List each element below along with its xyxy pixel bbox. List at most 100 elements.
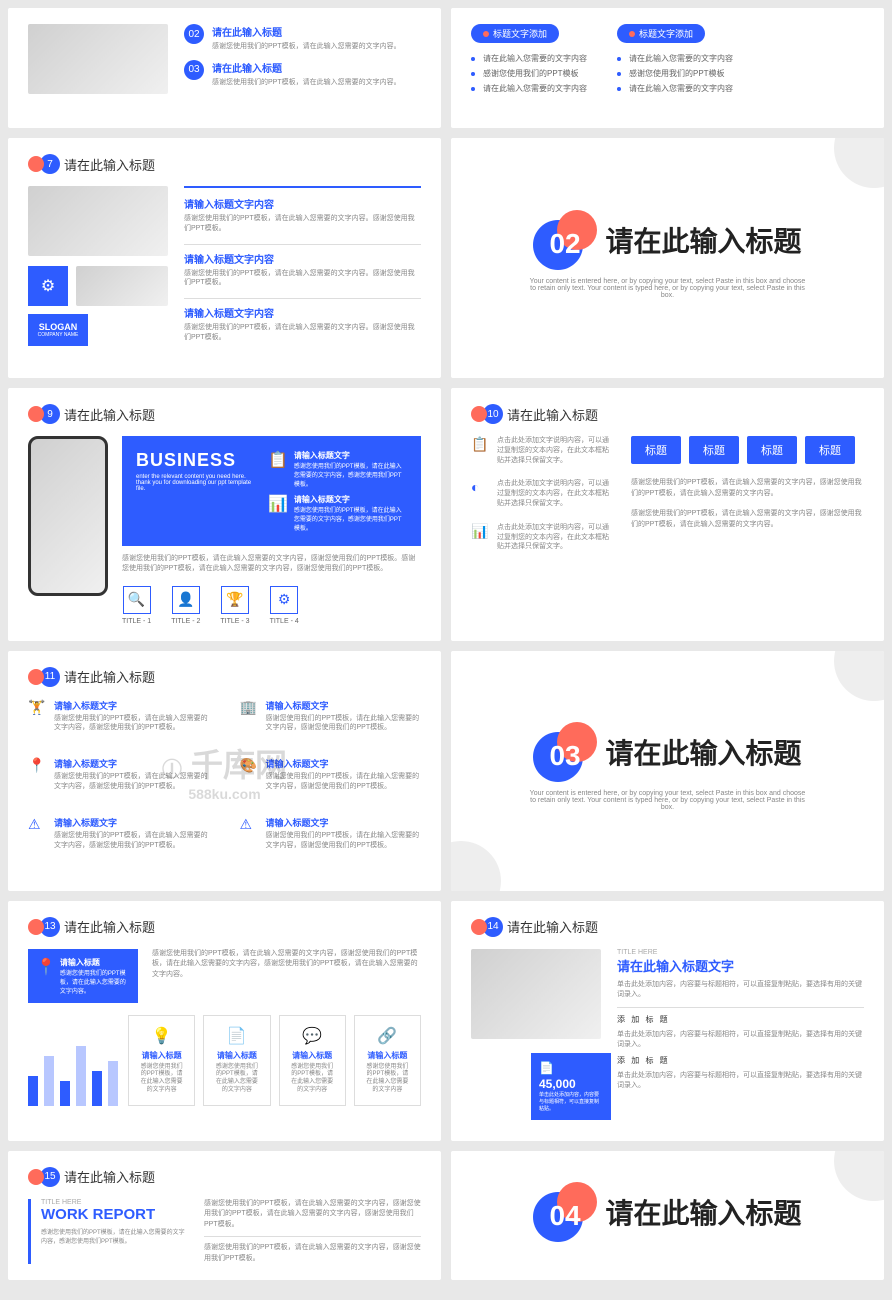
gym-icon: 🏋: [28, 699, 46, 717]
item-title: 请在此输入标题: [212, 24, 401, 39]
tag-button[interactable]: 标题: [805, 436, 855, 464]
item-text: 感谢您使用我们的PPT模板，请在此输入您需要的文字内容。: [212, 42, 401, 52]
slide-2: 标题文字添加 请在此输入您需要的文字内容感谢您使用我们的PPT模板请在此输入您需…: [451, 8, 884, 128]
highlight-box: 📍请输入标题感谢您使用我们的PPT模板，请在此输入您需要的文字内容。: [28, 949, 138, 1003]
work-report: WORK REPORT: [41, 1206, 188, 1223]
doc-icon: 📄: [214, 1026, 259, 1046]
tag-button[interactable]: 标题: [631, 436, 681, 464]
chat-icon: 💬: [290, 1026, 335, 1046]
section-number: 02: [533, 210, 593, 270]
warning-icon: ⚠: [240, 816, 258, 834]
item-text: 感谢您使用我们的PPT模板，请在此输入您需要的文字内容。: [212, 78, 401, 88]
slide-heading: 请在此输入标题: [64, 405, 155, 424]
desc-text: 感谢您使用我们的PPT模板，请在此输入您需要的文字内容，感谢您使用我们的PPT模…: [631, 509, 864, 530]
slide-heading: 请在此输入标题: [64, 155, 155, 174]
add-title: 添 加 标 题: [617, 1014, 864, 1025]
section-title: 请在此输入标题: [605, 220, 801, 260]
desc-text: 感谢您使用我们的PPT模板，请在此输入您需要的文字内容，感谢您使用我们的PPT模…: [631, 478, 864, 499]
slide-13: 13请在此输入标题 📍请输入标题感谢您使用我们的PPT模板，请在此输入您需要的文…: [8, 901, 441, 1141]
num-03: 03: [184, 60, 204, 80]
desc: 感谢您使用我们的PPT模板，请在此输入您需要的文字内容，感谢您使用我们PPT模板…: [204, 1243, 421, 1264]
bar-chart: [28, 1046, 118, 1106]
section-number: 03: [533, 722, 593, 782]
calculator-image: [28, 24, 168, 94]
slide-heading: 请在此输入标题: [507, 917, 598, 936]
section-02: 02 请在此输入标题 Your content is entered here,…: [451, 138, 884, 378]
bars-icon: 📊: [471, 523, 489, 541]
slide-7: 7请在此输入标题 ⚙ SLOGAN COMPANY NAME 请输入标题文字内容…: [8, 138, 441, 378]
section-title: 请在此输入标题: [605, 732, 801, 772]
block-text: 感谢您使用我们的PPT模板，请在此输入您需要的文字内容。感谢您使用我们PPT模板…: [184, 323, 421, 343]
list-icon: 📋: [268, 450, 288, 488]
bullet-list: 请在此输入您需要的文字内容感谢您使用我们的PPT模板请在此输入您需要的文字内容: [471, 51, 587, 96]
slide-grid: 02 请在此输入标题 感谢您使用我们的PPT模板，请在此输入您需要的文字内容。 …: [8, 8, 884, 1280]
block-text: 感谢您使用我们的PPT模板，请在此输入您需要的文字内容。感谢您使用我们PPT模板…: [184, 269, 421, 289]
slide-9: 9请在此输入标题 BUSINESS enter the relevant con…: [8, 388, 441, 641]
desc: 感谢您使用我们的PPT模板，请在此输入您需要的文字内容，感谢您使用我们PPT模板…: [41, 1227, 188, 1245]
trophy-icon: 🏆: [221, 586, 249, 614]
clipboard-icon: 📋: [471, 436, 489, 454]
main-title: 请在此输入标题文字: [617, 956, 864, 975]
slide-heading: 请在此输入标题: [64, 1167, 155, 1186]
add-title: 添 加 标 题: [617, 1055, 864, 1066]
person-icon: 👤: [172, 586, 200, 614]
bulb-icon: 💡: [139, 1026, 184, 1046]
section-number: 04: [533, 1182, 593, 1242]
title-here: TITLE HERE: [617, 949, 864, 956]
gear-icon: ⚙: [270, 586, 298, 614]
business-banner: BUSINESS enter the relevant content you …: [122, 436, 421, 546]
slide-heading: 请在此输入标题: [507, 405, 598, 424]
slide-14: 14请在此输入标题 📄 45,000 单击此处添加内容，内容要与标题相符，可以直…: [451, 901, 884, 1141]
desc: 单击此处添加内容，内容要与标题相符，可以直接复制粘贴，要选择有用的关键词录入。: [617, 979, 864, 999]
calc-image: [471, 949, 601, 1039]
section-subtitle: Your content is entered here, or by copy…: [528, 278, 808, 299]
pill-label: 标题文字添加: [471, 24, 559, 43]
desc: 感谢您使用我们的PPT模板，请在此输入您需要的文字内容，感谢您使用我们的PPT模…: [204, 1199, 421, 1231]
section-subtitle: Your content is entered here, or by copy…: [528, 790, 808, 811]
item-title: 请在此输入标题: [212, 60, 401, 75]
block-title: 请输入标题文字内容: [184, 251, 421, 266]
slide-10: 10请在此输入标题 📋点击此处添加文字说明内容，可以通过复制您的文本内容，在此文…: [451, 388, 884, 641]
tag-button[interactable]: 标题: [747, 436, 797, 464]
slide-1: 02 请在此输入标题 感谢您使用我们的PPT模板，请在此输入您需要的文字内容。 …: [8, 8, 441, 128]
photo-1: [28, 186, 168, 256]
icon-row: 🔍TITLE - 1 👤TITLE - 2 🏆TITLE - 3 ⚙TITLE …: [122, 586, 421, 625]
section-03: 03 请在此输入标题 Your content is entered here,…: [451, 651, 884, 891]
slogan-box: SLOGAN COMPANY NAME: [28, 314, 88, 346]
slide-heading: 请在此输入标题: [64, 667, 155, 686]
desc: 单击此处添加内容，内容要与标题相符，可以直接复制粘贴，要选择有用的关键词录入。: [617, 1070, 864, 1090]
description: 感谢您使用我们的PPT模板，请在此输入您需要的文字内容，感谢您使用我们的PPT模…: [122, 554, 421, 574]
tag-row: 标题 标题 标题 标题: [631, 436, 864, 464]
warning-icon: ⚠: [28, 816, 46, 834]
pie-icon: ◐: [471, 479, 489, 497]
bullet-list: 请在此输入您需要的文字内容感谢您使用我们的PPT模板请在此输入您需要的文字内容: [617, 51, 733, 96]
pin-icon: 📍: [28, 757, 46, 775]
pill-label: 标题文字添加: [617, 24, 705, 43]
title-here: TITLE HERE: [41, 1199, 188, 1206]
card: 💬请输入标题感谢您使用我们的PPT模板，请在此输入您需要的文字内容: [279, 1015, 346, 1106]
network-icon: 🔗: [365, 1026, 410, 1046]
card: 📄请输入标题感谢您使用我们的PPT模板，请在此输入您需要的文字内容: [203, 1015, 270, 1106]
slide-heading: 请在此输入标题: [64, 917, 155, 936]
doc-icon: 📄: [539, 1061, 603, 1075]
search-icon: 🔍: [123, 586, 151, 614]
block-title: 请输入标题文字内容: [184, 196, 421, 211]
block-title: 请输入标题文字内容: [184, 305, 421, 320]
desc: 单击此处添加内容，内容要与标题相符，可以直接复制粘贴，要选择有用的关键词录入。: [617, 1029, 864, 1049]
tag-button[interactable]: 标题: [689, 436, 739, 464]
palette-icon: 🎨: [240, 757, 258, 775]
building-icon: 🏢: [240, 699, 258, 717]
gear-box: ⚙: [28, 266, 68, 306]
section-title: 请在此输入标题: [605, 1192, 801, 1232]
section-04: 04 请在此输入标题: [451, 1151, 884, 1281]
slide-11: Ⓘ 千库网588ku.com 11请在此输入标题 🏋请输入标题文字感谢您使用我们…: [8, 651, 441, 891]
slide-15: 15请在此输入标题 TITLE HERE WORK REPORT 感谢您使用我们…: [8, 1151, 441, 1281]
pin-icon: 📍: [36, 957, 56, 995]
chart-icon: 📊: [268, 494, 288, 532]
card: 💡请输入标题感谢您使用我们的PPT模板，请在此输入您需要的文字内容: [128, 1015, 195, 1106]
photo-2: [76, 266, 168, 306]
desc-text: 感谢您使用我们的PPT模板，请在此输入您需要的文字内容，感谢您使用我们的PPT模…: [152, 949, 421, 1003]
stat-box: 📄 45,000 单击此处添加内容，内容要与标题相符，可以直接复制粘贴。: [531, 1053, 611, 1120]
num-02: 02: [184, 24, 204, 44]
phone-mockup: [28, 436, 108, 596]
